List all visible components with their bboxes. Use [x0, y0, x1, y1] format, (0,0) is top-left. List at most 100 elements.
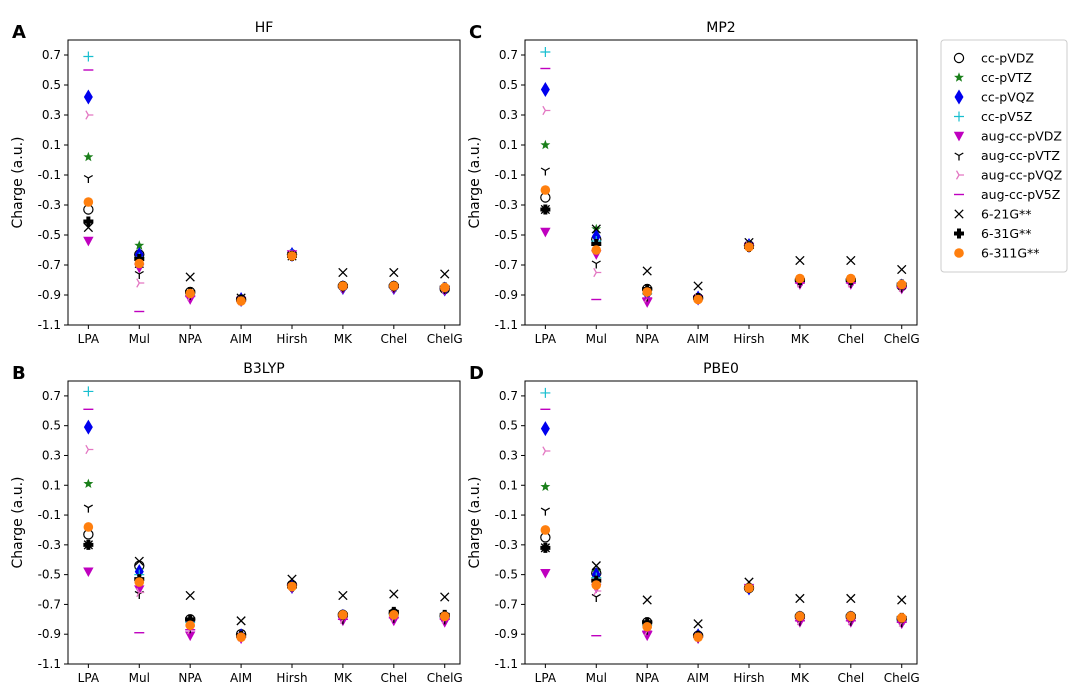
data-point-aug-cc-pVDZ-NPA: [184, 295, 196, 305]
tri-right-icon: [955, 170, 964, 180]
legend-label: 6-21G**: [981, 207, 1032, 222]
x-tick-label: ChelG: [427, 671, 463, 685]
y-tick-label: 0.1: [42, 138, 61, 152]
x-tick-label: ChelG: [884, 671, 920, 685]
data-point-6-311G**-Mul: [134, 258, 145, 269]
data-point-6-311G**-ChelG: [439, 611, 450, 622]
y-tick-label: -0.7: [495, 258, 518, 272]
x-tick-label: NPA: [178, 671, 202, 685]
data-point-aug-cc-pVQZ-Mul: [136, 587, 145, 598]
data-point-6-21G**-LPA: [83, 222, 94, 233]
y-tick-label: -1.1: [495, 318, 518, 332]
y-tick-label: 0.1: [42, 478, 61, 492]
x-tick-label: LPA: [78, 671, 100, 685]
data-point-6-311G**-Mul: [134, 577, 145, 587]
data-point-6-21G**-MK: [338, 590, 348, 601]
data-point-6-21G**-Mul: [591, 561, 601, 571]
x-tick-label: Chel: [380, 671, 407, 685]
y-tick-label: 0.1: [499, 138, 518, 152]
data-point-6-21G**-Mul: [134, 556, 144, 566]
data-point-aug-cc-pVQZ-LPA: [85, 444, 94, 455]
data-point-cc-pVTZ-LPA: [83, 151, 94, 162]
x-tick-label: NPA: [635, 671, 659, 685]
data-point-aug-cc-pVQZ-LPA: [542, 105, 551, 116]
chart-title: HF: [255, 20, 274, 36]
x-tick-label: AIM: [230, 332, 252, 346]
legend-label: cc-pV5Z: [981, 109, 1032, 124]
x-tick-label: ChelG: [884, 332, 920, 346]
y-tick-label: -0.9: [495, 627, 518, 641]
data-point-6-311G**-Chel: [846, 273, 856, 284]
data-point-6-311G**-Hirsh: [744, 583, 754, 593]
data-point-6-21G**-Mul: [591, 224, 601, 234]
x-tick-label: Mul: [129, 332, 150, 346]
x-tick-label: MK: [334, 332, 353, 346]
y-tick-label: -0.9: [38, 288, 61, 302]
data-point-aug-cc-pVDZ-NPA: [641, 298, 653, 308]
data-point-6-21G**-NPA: [642, 595, 652, 605]
data-point-6-21G**-ChelG: [897, 595, 907, 605]
x-tick-label: AIM: [687, 332, 709, 346]
data-point-cc-pVQZ-LPA: [83, 419, 93, 435]
y-tick-label: -0.7: [38, 597, 61, 611]
legend-item-cc-pVTZ: cc-pVTZ: [954, 70, 1032, 85]
star-icon: [954, 72, 964, 82]
y-tick-label: -0.3: [38, 198, 61, 212]
x-tick-label: Hirsh: [276, 332, 307, 346]
axes-frame: [67, 380, 461, 665]
x-tick-label: MK: [791, 332, 810, 346]
data-point-6-21G**-Chel: [846, 255, 856, 266]
chart-title: B3LYP: [243, 361, 284, 377]
data-point-aug-cc-pVDZ-LPA: [83, 236, 94, 247]
y-tick-label: -0.1: [495, 508, 518, 522]
data-point-aug-cc-pVTZ-Mul: [134, 270, 144, 279]
x-tick-label: Chel: [380, 332, 407, 346]
axes-frame: [67, 39, 461, 326]
legend-item-aug-cc-pVTZ: aug-cc-pVTZ: [954, 148, 1060, 163]
panel-letter: D: [469, 363, 484, 384]
legend-item-6-31G**: 6-31G**: [954, 226, 1032, 241]
data-point-6-31G**-NPA: [185, 614, 196, 625]
chart-title: MP2: [706, 20, 735, 36]
filled-plus-icon: [954, 228, 964, 239]
data-point-6-311G**-AIM: [693, 294, 703, 305]
data-point-6-311G**-NPA: [185, 620, 195, 631]
data-point-6-311G**-LPA: [540, 185, 551, 195]
panel-letter: A: [12, 22, 26, 43]
data-point-6-31G**-LPA: [540, 204, 551, 215]
axes-frame: [524, 380, 918, 665]
x-tick-label: Mul: [586, 332, 607, 346]
y-tick-label: 0.7: [42, 389, 61, 403]
y-tick-label: -0.3: [495, 198, 518, 212]
data-point-6-311G**-ChelG: [439, 282, 450, 293]
y-tick-label: -1.1: [38, 318, 61, 332]
legend-item-aug-cc-pV5Z: aug-cc-pV5Z: [954, 187, 1060, 202]
y-tick-label: 0.3: [499, 108, 518, 122]
data-point-6-21G**-NPA: [642, 266, 652, 276]
data-point-6-21G**-Chel: [389, 589, 399, 599]
data-point-aug-cc-pVQZ-LPA: [85, 110, 94, 120]
data-point-6-311G**-NPA: [642, 287, 652, 297]
data-point-cc-pV5Z-LPA: [83, 51, 94, 62]
data-point-6-311G**-LPA: [83, 197, 94, 207]
data-point-cc-pVTZ-LPA: [540, 139, 551, 150]
data-point-aug-cc-pVTZ-LPA: [540, 167, 550, 176]
y-tick-label: 0.3: [42, 448, 61, 462]
data-point-6-311G**-Chel: [846, 611, 856, 622]
y-tick-label: -0.5: [38, 228, 61, 242]
chart-title: PBE0: [703, 361, 739, 377]
tri-down-icon: [954, 152, 964, 161]
x-tick-label: Mul: [586, 671, 607, 685]
data-point-6-21G**-ChelG: [440, 269, 450, 279]
y-tick-label: -0.1: [495, 168, 518, 182]
x-tick-label: Chel: [837, 671, 864, 685]
x-tick-label: LPA: [535, 671, 557, 685]
y-tick-label: 0.5: [42, 419, 61, 433]
y-tick-label: -0.1: [38, 168, 61, 182]
data-point-6-311G**-Chel: [389, 610, 399, 620]
y-tick-label: 0.3: [42, 108, 61, 122]
data-point-6-21G**-NPA: [185, 590, 195, 601]
data-point-aug-cc-pVQZ-LPA: [542, 446, 551, 456]
plus-icon: [954, 111, 964, 122]
